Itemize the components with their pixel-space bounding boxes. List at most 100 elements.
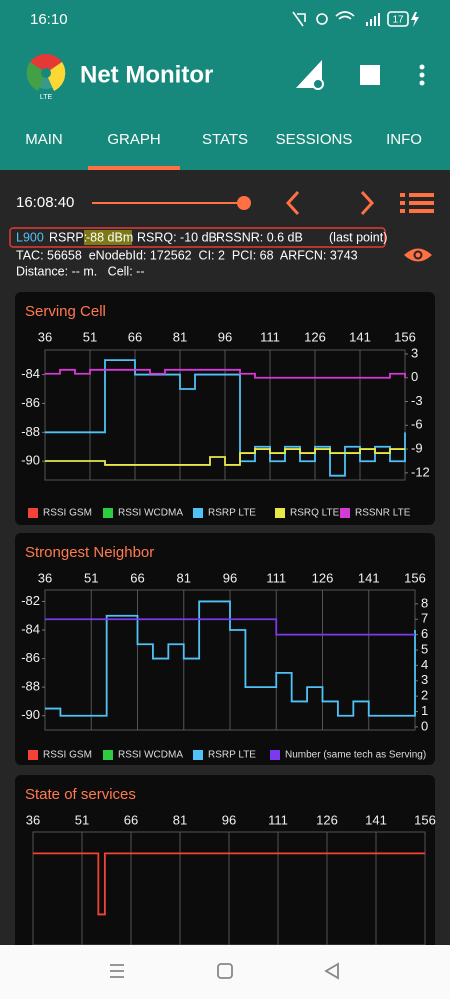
- legend-label: RSRQ LTE: [290, 508, 340, 519]
- y2-tick-label: -3: [411, 393, 423, 408]
- tab[interactable]: INFO: [386, 131, 422, 148]
- x-tick-label: 96: [222, 812, 236, 827]
- series-line: [45, 600, 416, 717]
- y2-tick-label: 8: [421, 595, 428, 610]
- x-tick-label: 81: [173, 812, 187, 827]
- y2-tick-label: 0: [411, 369, 418, 384]
- status-time: 16:10: [30, 11, 68, 28]
- distance-info: Distance: -- m. Cell: --: [16, 264, 145, 278]
- x-tick-label: 66: [128, 329, 142, 344]
- x-tick-label: 111: [260, 329, 280, 344]
- y2-tick-label: 3: [421, 672, 428, 687]
- prev-button[interactable]: [285, 190, 300, 216]
- x-tick-label: 66: [130, 570, 144, 585]
- chart-card: [15, 533, 435, 765]
- y-tick-label: -84: [21, 621, 40, 636]
- legend-swatch: [28, 750, 38, 760]
- tab[interactable]: GRAPH: [107, 131, 160, 148]
- x-tick-label: 141: [349, 329, 371, 344]
- y-tick-label: -86: [21, 395, 40, 410]
- charging-icon: [411, 12, 419, 27]
- legend-swatch: [275, 508, 285, 518]
- chart-title: Strongest Neighbor: [25, 544, 154, 561]
- x-tick-label: 126: [304, 329, 326, 344]
- legend-swatch: [28, 508, 38, 518]
- rsrq: RSRQ: -10 dB: [137, 230, 217, 244]
- current-time: 16:08:40: [16, 194, 74, 211]
- status-icons: [292, 11, 409, 27]
- legend-swatch: [270, 750, 280, 760]
- legend-label: RSSNR LTE: [355, 508, 411, 519]
- last-point-note: (last point): [329, 230, 387, 244]
- y2-tick-label: 5: [421, 641, 428, 656]
- tab[interactable]: SESSIONS: [276, 131, 353, 148]
- y2-tick-label: 1: [421, 703, 428, 718]
- x-tick-label: 36: [38, 329, 52, 344]
- legend-swatch: [193, 750, 203, 760]
- app-title: Net Monitor: [80, 61, 213, 88]
- series-line: [45, 368, 406, 379]
- series-line: [45, 448, 405, 466]
- y-tick-label: -90: [21, 707, 40, 722]
- next-button[interactable]: [360, 190, 375, 216]
- legend-label: RSSI WCDMA: [118, 508, 183, 519]
- y2-tick-label: 7: [421, 611, 428, 626]
- y2-tick-label: -6: [411, 417, 423, 432]
- rsrp-value: -88 dBm: [86, 230, 133, 244]
- x-tick-label: 51: [84, 570, 98, 585]
- legend-swatch: [193, 508, 203, 518]
- app-logo: LTE: [26, 54, 66, 101]
- y2-tick-label: 4: [421, 657, 428, 672]
- x-tick-label: 141: [358, 570, 380, 585]
- tab[interactable]: STATS: [202, 131, 248, 148]
- y2-tick-label: -12: [411, 464, 430, 479]
- x-tick-label: 66: [124, 812, 138, 827]
- x-tick-label: 96: [218, 329, 232, 344]
- tab[interactable]: MAIN: [25, 131, 63, 148]
- x-tick-label: 96: [223, 570, 237, 585]
- stop-button[interactable]: [360, 65, 380, 85]
- legend-label: RSRP LTE: [208, 750, 256, 761]
- y2-tick-label: -9: [411, 441, 423, 456]
- x-tick-label: 156: [414, 812, 436, 827]
- slider-thumb[interactable]: [237, 196, 251, 210]
- rssnr: RSSNR: 0.6 dB: [216, 230, 303, 244]
- legend-swatch: [340, 508, 350, 518]
- x-tick-label: 126: [316, 812, 338, 827]
- gear-icon: [312, 78, 324, 90]
- y2-tick-label: 2: [421, 688, 428, 703]
- x-tick-label: 111: [268, 812, 288, 827]
- nav-bar: [0, 945, 450, 999]
- x-tick-label: 111: [266, 570, 286, 585]
- tab-bar: MAIN GRAPH STATS SESSIONS INFO: [25, 131, 422, 148]
- list-button[interactable]: [400, 193, 434, 213]
- legend-label: RSRP LTE: [208, 508, 256, 519]
- x-tick-label: 156: [394, 329, 416, 344]
- signal-bars: [366, 13, 380, 26]
- chart-card: [15, 775, 435, 975]
- chart-title: State of services: [25, 786, 136, 803]
- menu-button[interactable]: [419, 64, 425, 86]
- y-tick-label: -90: [21, 453, 40, 468]
- y-tick-label: -88: [21, 679, 40, 694]
- series-line: [45, 618, 415, 636]
- rsrp-label: RSRP:: [49, 230, 87, 244]
- battery-level: 17: [392, 15, 404, 26]
- x-tick-label: 81: [173, 329, 187, 344]
- series-line: [33, 852, 425, 916]
- legend-swatch: [103, 750, 113, 760]
- tab-indicator: [88, 166, 180, 170]
- y-tick-label: -82: [21, 593, 40, 608]
- visibility-button[interactable]: [404, 248, 432, 262]
- cell-info: TAC: 56658 eNodebId: 172562 CI: 2 PCI: 6…: [16, 248, 358, 262]
- y-tick-label: -88: [21, 424, 40, 439]
- nav-icons[interactable]: [110, 962, 339, 980]
- x-tick-label: 36: [26, 812, 40, 827]
- y2-tick-label: 0: [421, 718, 428, 733]
- y-tick-label: -84: [21, 366, 40, 381]
- legend-label: Number (same tech as Serving): [285, 750, 426, 761]
- x-tick-label: 51: [83, 329, 97, 344]
